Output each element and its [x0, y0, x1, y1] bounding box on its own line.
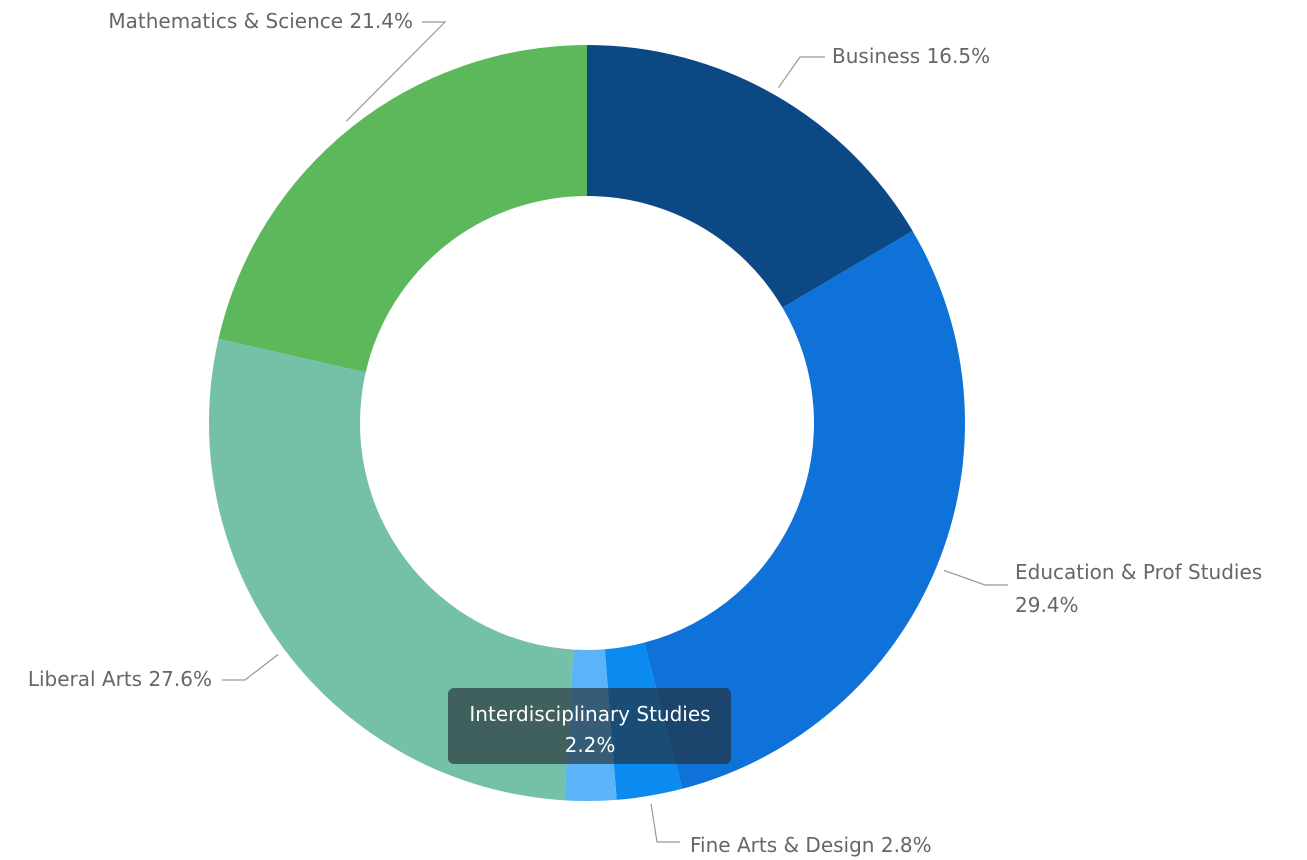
slice-label: Mathematics & Science 21.4%	[108, 9, 413, 33]
label-value: 27.6%	[148, 667, 212, 691]
slice	[218, 45, 587, 373]
label-name: Business	[832, 44, 920, 68]
label-name: Mathematics & Science	[108, 9, 343, 33]
tooltip: Interdisciplinary Studies 2.2%	[448, 688, 731, 764]
label-value: 29.4%	[1015, 593, 1079, 617]
slice	[644, 230, 965, 789]
slices	[208, 45, 965, 801]
tooltip-name: Interdisciplinary Studies	[469, 702, 710, 726]
slice	[587, 45, 913, 308]
leader-line	[345, 21, 447, 122]
leader-line	[943, 569, 1008, 586]
labels: Business 16.5% Education & Prof Studies 29…	[28, 9, 1262, 857]
tooltip-value: 2.2%	[565, 733, 616, 757]
slice-label: Liberal Arts 27.6%	[28, 667, 212, 691]
label-value: 16.5%	[927, 44, 991, 68]
label-name: Fine Arts & Design	[690, 833, 874, 857]
slice-label: Business 16.5%	[832, 44, 990, 68]
slice	[208, 338, 574, 801]
leader-line	[222, 654, 279, 681]
slice-label: Fine Arts & Design 2.8%	[690, 833, 932, 857]
label-name: Liberal Arts	[28, 667, 142, 691]
leader-line	[650, 803, 680, 843]
tooltip-box	[448, 688, 731, 764]
slice-label: Education & Prof Studies 29.4%	[1015, 560, 1262, 617]
label-value: 21.4%	[349, 9, 413, 33]
leader-line	[777, 56, 825, 89]
label-name: Education & Prof Studies	[1015, 560, 1262, 584]
label-value: 2.8%	[881, 833, 932, 857]
